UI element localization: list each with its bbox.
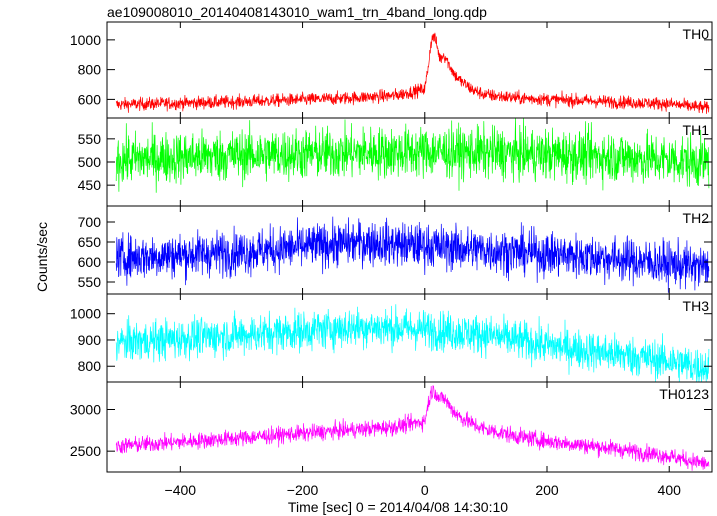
- panel-label: TH3: [683, 298, 710, 314]
- panel-th2: 550 600 650 700 TH2: [78, 205, 713, 295]
- panel-th0: 600 800 1000 TH0: [70, 21, 713, 119]
- y-tick-label: 800: [78, 358, 102, 374]
- y-tick-label: 800: [78, 62, 102, 78]
- panel-label: TH2: [683, 210, 710, 226]
- panel-th1: 450 500 550 TH1: [78, 117, 713, 207]
- panel-label: TH0123: [659, 386, 709, 402]
- series-line-th0123: [115, 385, 710, 471]
- y-tick-label: 600: [78, 254, 102, 270]
- x-axis-label: Time [sec] 0 = 2014/04/08 14:30:10: [288, 499, 508, 515]
- y-tick-label: 1000: [70, 306, 101, 322]
- x-tick-label: 200: [535, 482, 559, 498]
- series-line-th2: [115, 216, 710, 293]
- y-tick-label: 2500: [70, 443, 101, 459]
- y-tick-label: 1000: [70, 32, 101, 48]
- x-tick-label: 400: [658, 482, 682, 498]
- panel-label: TH1: [683, 122, 710, 138]
- y-tick-label: 900: [78, 332, 102, 348]
- panel-th0123: 2500 3000 TH0123: [70, 381, 713, 473]
- y-tick-label: 700: [78, 214, 102, 230]
- series-line-th1: [115, 117, 710, 193]
- y-tick-label: 450: [78, 177, 102, 193]
- y-tick-label: 500: [78, 154, 102, 170]
- y-axis-label: Counts/sec: [34, 222, 50, 292]
- y-tick-label: 600: [78, 91, 102, 107]
- series-line-th0: [115, 32, 710, 114]
- chart-title: ae109008010_20140408143010_wam1_trn_4ban…: [107, 4, 487, 20]
- x-tick-label: −400: [165, 482, 197, 498]
- y-tick-label: 650: [78, 234, 102, 250]
- panel-label: TH0: [683, 26, 710, 42]
- series-line-th3: [115, 304, 710, 383]
- y-tick-label: 3000: [70, 402, 101, 418]
- plot-area: 600 800 1000 TH0 450 500 550 TH1 550 600 650 700 TH2…: [70, 21, 713, 498]
- y-tick-label: 550: [78, 131, 102, 147]
- panel-th3: 800 900 1000 TH3: [70, 293, 713, 383]
- y-tick-label: 550: [78, 274, 102, 290]
- x-tick-label: 0: [421, 482, 429, 498]
- x-tick-label: −200: [287, 482, 319, 498]
- panel-frame: [106, 381, 713, 473]
